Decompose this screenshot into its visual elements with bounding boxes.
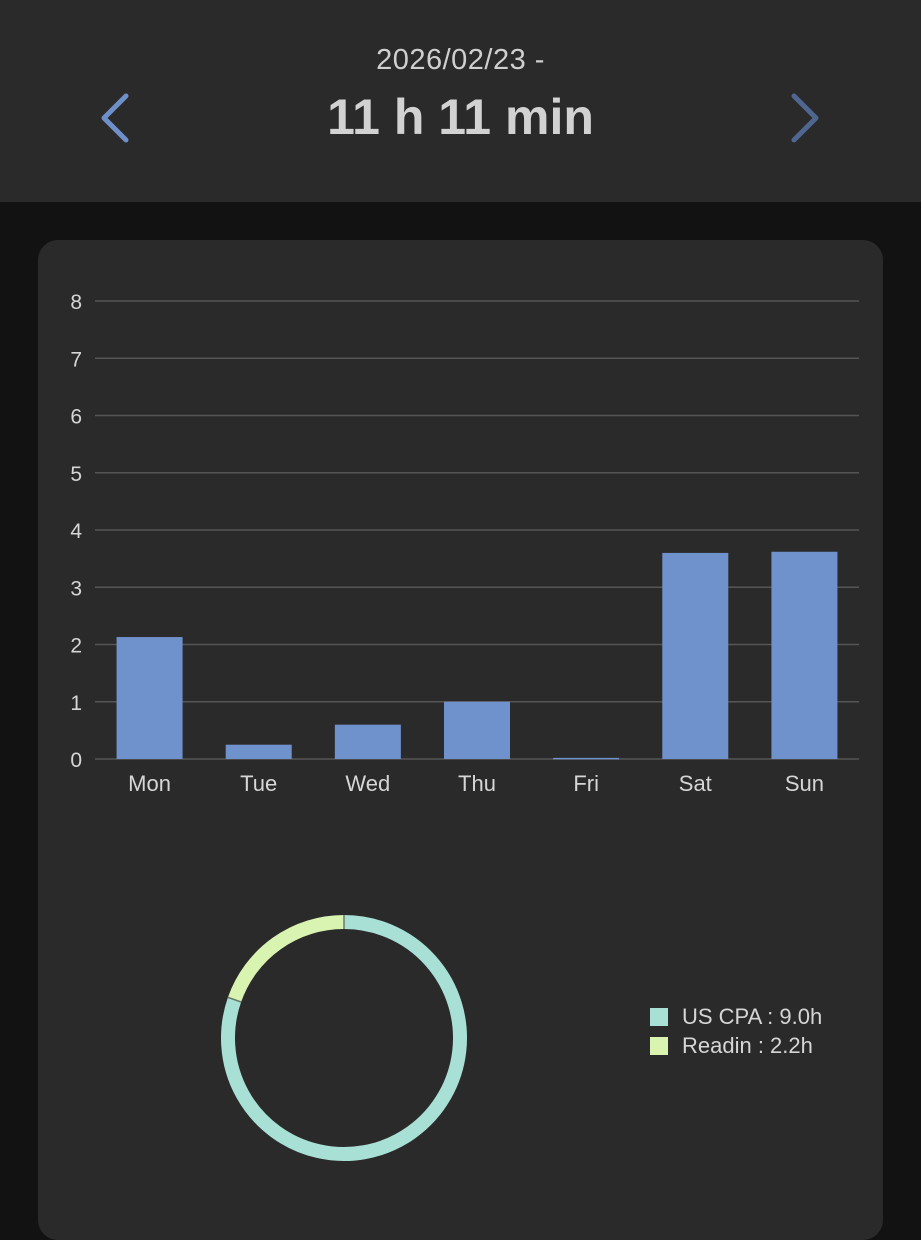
total-time: 11 h 11 min <box>327 89 594 145</box>
y-tick-label: 3 <box>70 577 82 600</box>
legend-item: Readin : 2.2h <box>650 1031 822 1060</box>
stats-card: 0 1 2 3 4 5 6 7 8 Mon Tue Wed Thu Fri Sat Sun US CPA : … <box>38 240 883 1240</box>
y-tick-label: 6 <box>70 406 82 429</box>
y-tick-label: 0 <box>70 749 82 772</box>
y-tick-label: 8 <box>70 291 82 314</box>
y-tick-label: 4 <box>70 520 82 543</box>
y-tick-label: 1 <box>70 692 82 715</box>
bar-sat[interactable] <box>662 552 729 759</box>
legend-swatch <box>650 1007 668 1026</box>
y-tick-label: 5 <box>70 463 82 486</box>
next-week-button[interactable] <box>776 90 832 146</box>
x-tick-label: Wed <box>345 771 390 796</box>
donut-slice-0[interactable] <box>221 915 467 1161</box>
bar-sun[interactable] <box>771 551 838 759</box>
chevron-right-icon <box>791 93 819 143</box>
legend-item: US CPA : 9.0h <box>650 1002 822 1031</box>
bar-fri[interactable] <box>553 757 620 760</box>
bar-mon[interactable] <box>116 637 183 759</box>
y-tick-label: 7 <box>70 348 82 371</box>
date-range-label: 2026/02/23 - <box>376 44 545 76</box>
bar-wed[interactable] <box>334 724 401 759</box>
bar-tue[interactable] <box>225 744 292 759</box>
legend-label: US CPA : 9.0h <box>682 1003 823 1029</box>
donut-separator <box>227 996 242 1003</box>
category-donut-chart <box>221 915 467 1161</box>
previous-week-button[interactable] <box>88 90 144 146</box>
daily-bar-chart: 0 1 2 3 4 5 6 7 8 Mon Tue Wed Thu Fri Sat Sun <box>70 291 859 796</box>
donut-legend: US CPA : 9.0h Readin : 2.2h <box>650 1002 822 1060</box>
header: 2026/02/23 - 11 h 11 min <box>0 0 921 202</box>
x-tick-label: Sun <box>785 771 824 796</box>
x-tick-label: Thu <box>458 771 496 796</box>
legend-label: Readin : 2.2h <box>682 1032 813 1058</box>
x-tick-label: Tue <box>240 771 277 796</box>
x-tick-label: Mon <box>128 771 171 796</box>
legend-swatch <box>650 1036 668 1055</box>
chevron-left-icon <box>101 93 129 143</box>
x-tick-label: Fri <box>573 771 599 796</box>
y-tick-label: 2 <box>70 635 82 658</box>
x-tick-label: Sat <box>679 771 712 796</box>
bar-thu[interactable] <box>444 701 510 759</box>
donut-slice-1[interactable] <box>227 915 345 1003</box>
